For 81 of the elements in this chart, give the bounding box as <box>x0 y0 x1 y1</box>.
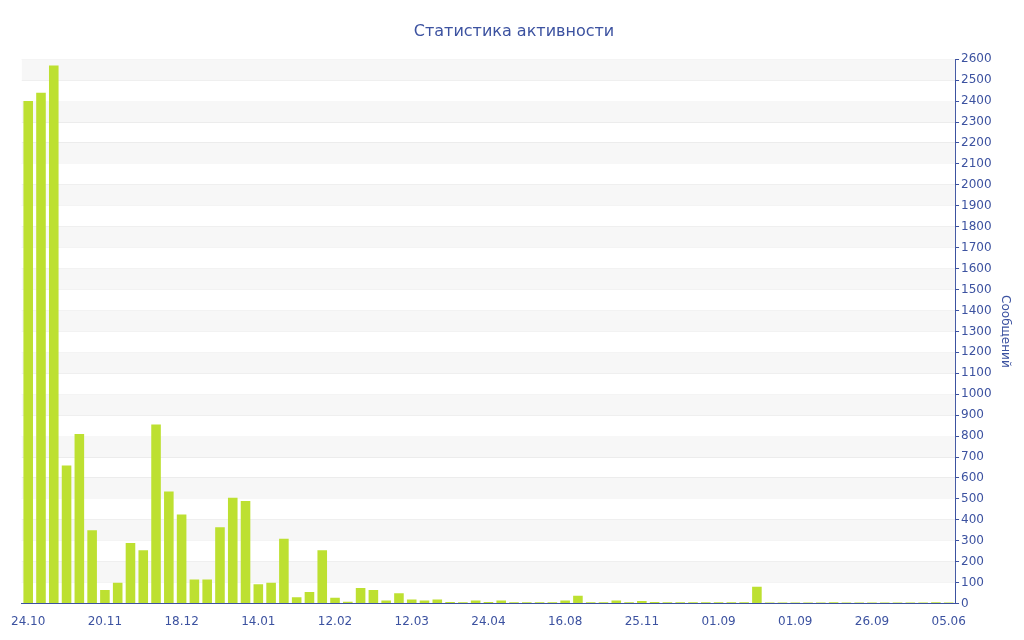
bar <box>227 497 238 604</box>
x-tick-label: 01.09 <box>701 613 736 628</box>
bar <box>87 530 97 604</box>
y-tick-label: 400 <box>961 511 984 526</box>
x-tick-label: 24.04 <box>471 613 506 628</box>
x-tick-label: 12.02 <box>317 613 353 628</box>
x-tick-label: 14.01 <box>241 613 276 628</box>
bar <box>74 434 85 604</box>
bar <box>368 589 379 604</box>
bar <box>164 491 174 604</box>
bar <box>112 582 123 604</box>
bar <box>330 597 340 604</box>
bar <box>317 550 328 604</box>
y-tick-label: 2600 <box>961 51 992 66</box>
x-tick-label: 16.08 <box>547 613 583 628</box>
bar <box>48 65 59 604</box>
bar <box>432 599 443 604</box>
y-tick-label: 2000 <box>961 176 992 191</box>
y-tick-label: 900 <box>961 407 984 422</box>
bar <box>23 101 33 604</box>
y-tick-label: 2500 <box>961 72 992 87</box>
bar <box>240 501 251 604</box>
y-tick-label: 600 <box>961 470 984 485</box>
y-tick-label: 0 <box>961 595 969 610</box>
bar <box>637 601 647 604</box>
x-tick-label: 24.10 <box>11 613 46 628</box>
y-tick-label: 1200 <box>961 344 992 359</box>
y-tick-label: 500 <box>961 491 984 506</box>
x-tick-label: 12.03 <box>394 613 429 628</box>
bar <box>202 579 212 604</box>
y-tick-label: 1300 <box>961 323 992 338</box>
y-tick-label: 1900 <box>961 197 992 212</box>
y-tick-label: 2100 <box>961 156 992 171</box>
bar <box>611 600 622 604</box>
bar <box>304 592 315 604</box>
bar <box>125 542 136 604</box>
y-tick-label: 1800 <box>961 218 992 233</box>
x-tick-label: 25.11 <box>624 613 660 628</box>
bar <box>291 597 302 604</box>
bar <box>470 600 481 604</box>
x-tick-label: 18.12 <box>164 613 199 628</box>
y-tick-label: 1600 <box>961 260 992 275</box>
y-tick-label: 1100 <box>961 365 992 380</box>
bar <box>573 595 583 604</box>
bar <box>253 584 264 604</box>
y-tick-label: 1700 <box>961 239 992 254</box>
chart-title: Статистика активности <box>413 20 615 40</box>
bar <box>61 465 72 604</box>
x-tick-label: 26.09 <box>854 613 890 628</box>
bar <box>752 586 762 604</box>
bar <box>138 550 149 604</box>
x-tick-label: 20.11 <box>87 613 123 628</box>
y-tick-label: 1000 <box>961 386 992 401</box>
bar <box>496 600 507 604</box>
y-tick-label: 2300 <box>961 114 992 129</box>
y-tick-label: 700 <box>961 449 984 464</box>
y-tick-label: 1400 <box>961 302 992 317</box>
bar <box>279 538 289 604</box>
x-tick-label: 05.06 <box>931 613 966 628</box>
bar <box>100 589 110 604</box>
y-tick-label: 1500 <box>961 281 992 296</box>
bar <box>394 593 404 604</box>
y-tick-label: 2200 <box>961 135 992 150</box>
y-tick-label: 200 <box>961 553 984 568</box>
bar <box>560 600 570 604</box>
bar <box>381 600 391 604</box>
bar <box>406 599 417 604</box>
y-tick-label: 100 <box>961 574 984 589</box>
y-tick-label: 2400 <box>961 93 992 108</box>
y-axis-title: Сообщений <box>998 295 1013 368</box>
bar <box>176 514 187 604</box>
bar <box>355 587 366 604</box>
y-tick-label: 300 <box>961 532 984 547</box>
bar <box>419 600 430 604</box>
bar <box>215 527 225 604</box>
y-tick-label: 800 <box>961 428 984 443</box>
bar <box>151 424 161 604</box>
bar <box>266 582 276 604</box>
x-tick-label: 01.09 <box>778 613 813 628</box>
bar <box>189 579 200 604</box>
bar <box>36 92 46 604</box>
